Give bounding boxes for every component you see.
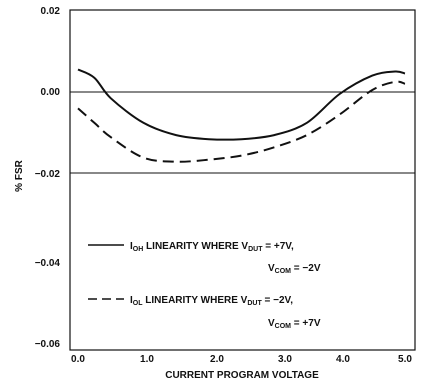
legend-iol-text: IOL LINEARITY WHERE VDUT = −2V, bbox=[130, 295, 293, 307]
y-tick-label: −0.04 bbox=[35, 258, 61, 269]
plot-frame bbox=[69, 9, 416, 351]
x-tick-label: 4.0 bbox=[336, 354, 350, 365]
x-axis-label: CURRENT PROGRAM VOLTAGE bbox=[165, 370, 319, 381]
x-tick-label: 3.0 bbox=[278, 354, 292, 365]
x-tick-label: 1.0 bbox=[140, 354, 154, 365]
y-tick-label: −0.06 bbox=[35, 339, 61, 350]
legend-iol-vcom: VCOM = +7V bbox=[268, 318, 321, 330]
legend-ioh-vcom: VCOM = −2V bbox=[268, 263, 321, 275]
x-tick-label: 0.0 bbox=[71, 354, 85, 365]
y-tick-label: −0.02 bbox=[35, 169, 61, 180]
iol-linearity-series bbox=[77, 80, 406, 163]
x-tick-label: 2.0 bbox=[210, 354, 224, 365]
y-tick-label: 0.00 bbox=[41, 87, 61, 98]
x-tick-label: 5.0 bbox=[398, 354, 412, 365]
ioh-linearity-series bbox=[77, 68, 406, 141]
y-axis-label: % FSR bbox=[14, 159, 25, 191]
y-tick-label: 0.02 bbox=[41, 6, 61, 17]
legend-ioh-text: IOH LINEARITY WHERE VDUT = +7V, bbox=[130, 241, 294, 253]
